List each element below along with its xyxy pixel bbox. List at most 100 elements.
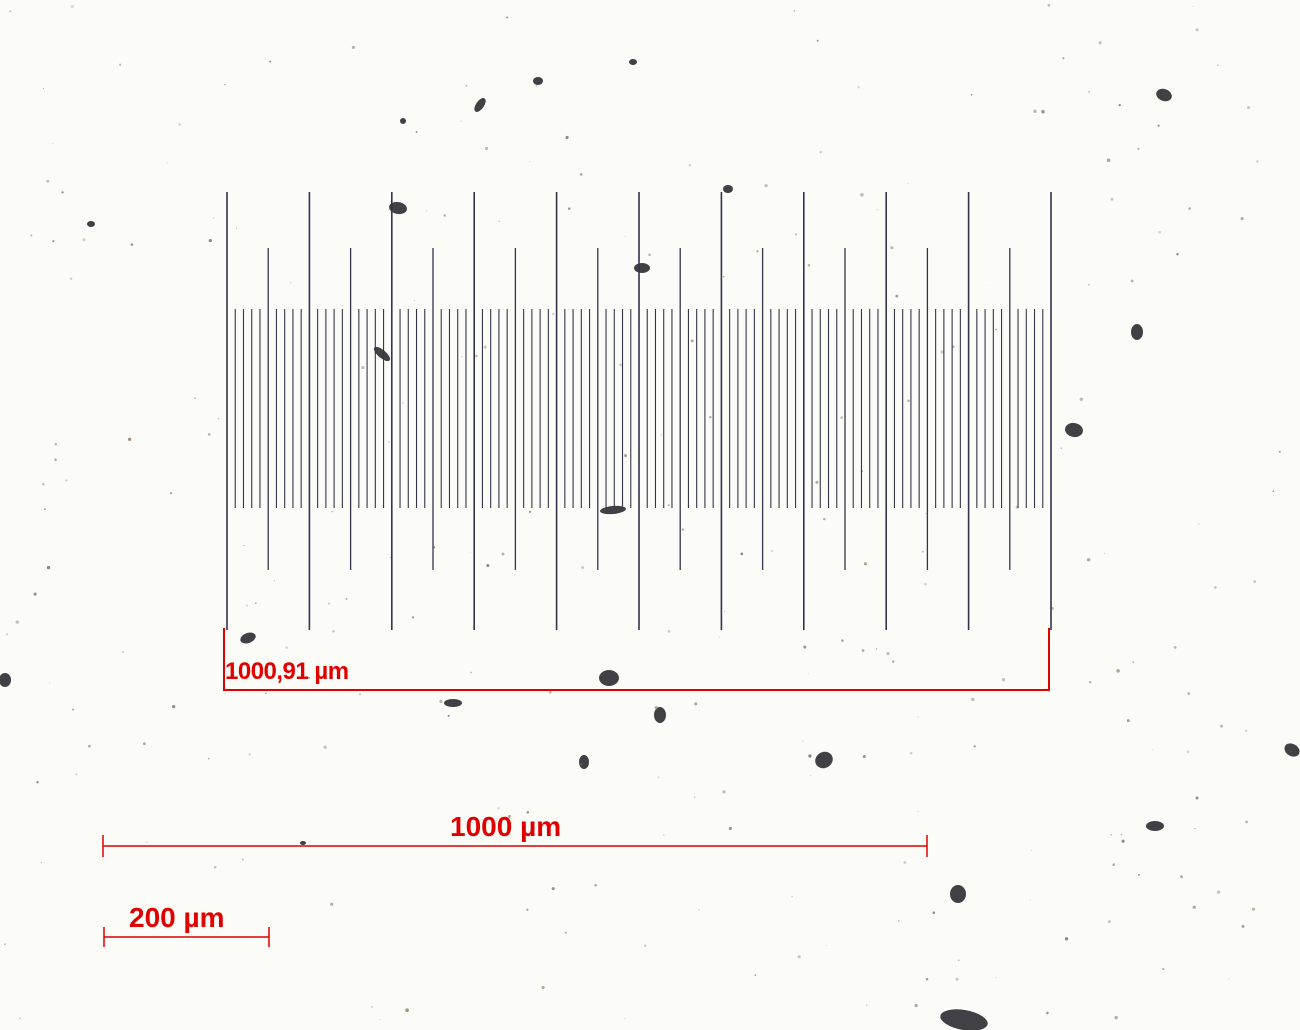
dust-speck <box>465 84 468 87</box>
dust-speck <box>166 162 168 164</box>
dust-speck <box>1192 5 1194 7</box>
dust-speck <box>1098 41 1102 45</box>
dust-speck <box>1046 1011 1049 1015</box>
dust-speck <box>70 277 73 280</box>
dust-speck <box>52 240 55 243</box>
dust-speck <box>19 1017 21 1019</box>
dust-speck <box>351 45 355 49</box>
dust-speck <box>501 552 505 556</box>
dust-speck <box>1031 849 1032 851</box>
dust-speck <box>1088 680 1092 684</box>
debris-speck <box>599 670 619 686</box>
dust-speck <box>808 673 809 675</box>
dust-speck <box>921 550 924 553</box>
dust-speck <box>909 752 913 755</box>
dust-speck <box>1120 834 1123 836</box>
debris-speck <box>389 201 407 215</box>
dust-speck <box>876 648 878 650</box>
dust-speck <box>82 238 86 242</box>
dust-speck <box>1173 646 1177 649</box>
dust-speck <box>917 811 919 813</box>
dust-speck <box>121 650 124 653</box>
dust-speck <box>565 135 569 140</box>
dust-speck <box>1121 839 1125 843</box>
dust-speck <box>709 416 712 419</box>
dust-speck <box>810 775 812 777</box>
dust-speck <box>402 402 404 404</box>
dust-speck <box>130 243 134 246</box>
debris-speck <box>533 77 543 85</box>
dust-speck <box>1186 750 1190 754</box>
dust-speck <box>15 620 20 624</box>
dust-speck <box>654 706 659 710</box>
scale-bar-200-label: 200 µm <box>129 902 225 933</box>
dust-speck <box>995 977 997 979</box>
dust-speck <box>958 959 960 962</box>
scale-bar-1000-label: 1000 µm <box>450 811 562 842</box>
dust-speck <box>1137 147 1140 150</box>
dust-speck <box>54 458 57 462</box>
dust-speck <box>285 646 288 649</box>
dust-speck <box>265 692 267 695</box>
dust-speck <box>694 702 698 706</box>
dust-speck <box>579 762 583 766</box>
dust-speck <box>6 633 8 635</box>
dust-speck <box>48 682 50 684</box>
dust-speck <box>722 790 726 794</box>
dust-speck <box>248 753 251 756</box>
dust-speck <box>1158 230 1162 234</box>
dust-speck <box>42 87 44 90</box>
dust-speck <box>914 1004 918 1008</box>
debris-speck <box>1131 324 1143 340</box>
dust-speck <box>690 339 694 343</box>
dust-speck <box>552 313 555 316</box>
dust-speck <box>548 690 552 694</box>
dust-speck <box>1108 920 1111 923</box>
dust-speck <box>797 955 801 959</box>
dust-speck <box>371 1006 373 1008</box>
dust-speck <box>718 636 720 638</box>
debris-speck <box>300 841 306 845</box>
dust-speck <box>886 652 890 656</box>
dust-speck <box>1130 279 1134 283</box>
dust-speck <box>1079 397 1083 401</box>
dust-speck <box>1110 833 1113 836</box>
micrometer-ticks <box>226 192 1052 630</box>
dust-speck <box>803 645 807 649</box>
dust-speck <box>932 911 936 915</box>
dust-speck <box>529 161 531 163</box>
dust-speck <box>857 86 860 89</box>
dust-speck <box>54 442 58 446</box>
dust-speck <box>243 544 245 547</box>
dust-speck <box>169 491 173 495</box>
dust-speck <box>907 399 910 403</box>
debris-speck <box>1146 821 1164 831</box>
dust-speck <box>88 744 91 748</box>
dust-speck <box>33 592 37 596</box>
dust-speck <box>1194 828 1196 830</box>
dust-speck <box>241 858 244 861</box>
scale-bar-200 <box>103 927 270 947</box>
dust-speck <box>1195 796 1199 800</box>
dust-speck <box>411 616 415 619</box>
debris-speck <box>0 673 11 687</box>
dust-speck <box>1176 252 1179 256</box>
dust-speck <box>470 552 471 553</box>
dust-speck <box>1064 937 1069 941</box>
dust-speck <box>1256 160 1259 163</box>
dust-speck <box>1132 661 1135 663</box>
dust-speck <box>447 714 450 717</box>
dust-speck <box>895 294 899 298</box>
dust-speck <box>461 355 463 358</box>
dust-speck <box>923 582 927 586</box>
dust-speck <box>528 510 532 513</box>
dust-speck <box>75 773 78 776</box>
dust-speck <box>619 363 623 367</box>
dust-speck <box>657 776 660 779</box>
dust-speck <box>212 217 214 219</box>
dust-speck <box>439 699 443 704</box>
debris-speck <box>940 1009 988 1030</box>
dust-speck <box>413 300 415 302</box>
dust-speck <box>331 510 333 513</box>
dust-speck <box>1162 968 1165 971</box>
